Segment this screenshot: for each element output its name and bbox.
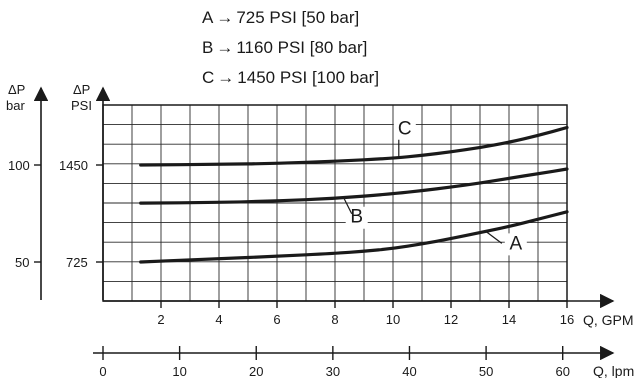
series-label-backdrop [504,233,527,256]
arrow-icon: → [216,8,234,27]
gpm-tick-label: 6 [273,312,280,327]
lpm-tick-label: 30 [326,364,340,378]
legend-item-c: C → 1450 PSI [100 bar] [202,68,379,88]
bar-axis-label-delta: ΔP [8,82,25,97]
legend-item-b: B → 1160 PSI [80 bar] [202,38,367,58]
legend-value: 725 PSI [50 bar] [236,8,360,27]
lpm-tick-label: 50 [479,364,493,378]
bar-tick-label: 100 [8,158,30,173]
psi-axis-label-unit: PSI [71,98,92,113]
psi-tick-label: 1450 [59,158,88,173]
legend-value: 1160 PSI [80 bar] [236,38,368,57]
arrow-icon: → [216,38,234,57]
series-label-backdrop [393,118,416,141]
psi-tick-label: 725 [66,255,88,270]
legend-key: C [202,68,215,87]
gpm-tick-label: 4 [215,312,222,327]
bar-axis-label-unit: bar [6,98,25,113]
series-c-label: C [398,119,412,140]
lpm-tick-group: 0 10 20 30 40 50 60 [99,346,570,378]
series-a-line [139,210,569,264]
gpm-tick-group: 2 4 6 8 10 12 14 16 [157,301,574,327]
lpm-axis-label: Q, lpm [593,363,634,378]
lpm-tick-label: 40 [402,364,416,378]
lpm-tick-label: 0 [99,364,106,378]
gpm-tick-label: 16 [560,312,574,327]
gpm-tick-label: 10 [386,312,400,327]
series-a-leader [485,230,503,244]
legend-item-a: A → 725 PSI [50 bar] [202,8,359,28]
legend-key: A [202,8,214,27]
curve-group: A B C [139,118,569,264]
lpm-tick-label: 10 [172,364,186,378]
gpm-tick-label: 12 [444,312,458,327]
arrow-icon: → [217,68,235,87]
bar-tick-label: 50 [15,255,29,270]
psi-axis-label-delta: ΔP [73,82,90,97]
series-b-line [139,167,569,205]
legend-key: B [202,38,214,57]
legend-value: 1450 PSI [100 bar] [237,68,380,87]
lpm-tick-label: 20 [249,364,263,378]
gpm-tick-label: 2 [157,312,164,327]
series-b-leader [343,197,353,215]
gpm-tick-label: 8 [331,312,338,327]
series-a-label: A [509,233,522,254]
gpm-axis-label: Q, GPM [583,312,634,328]
gpm-tick-label: 14 [502,312,516,327]
lpm-tick-label: 60 [555,364,569,378]
series-b-label: B [350,207,363,228]
series-c-line [139,125,569,167]
